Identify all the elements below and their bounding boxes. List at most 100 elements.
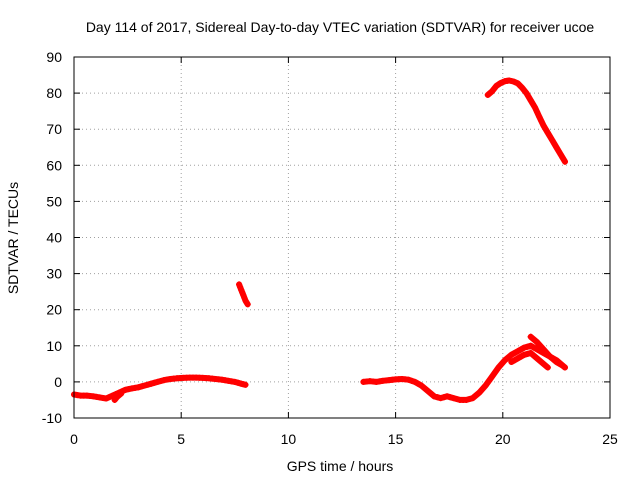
- data-point: [543, 350, 550, 357]
- x-tick-label: 20: [495, 431, 511, 447]
- y-tick-label: 80: [46, 85, 62, 101]
- data-point: [544, 364, 551, 371]
- x-tick-label: 5: [177, 431, 185, 447]
- data-point: [524, 343, 531, 350]
- data-series: [71, 77, 568, 403]
- data-point: [118, 390, 125, 397]
- chart-title: Day 114 of 2017, Sidereal Day-to-day VTE…: [86, 19, 595, 35]
- data-point: [408, 377, 415, 384]
- data-point: [437, 395, 444, 402]
- data-point: [235, 379, 242, 386]
- y-tick-label: 10: [46, 338, 62, 354]
- y-tick-label: 60: [46, 157, 62, 173]
- data-point: [231, 378, 238, 385]
- data-point: [530, 352, 537, 359]
- data-point: [534, 355, 541, 362]
- data-point: [492, 368, 499, 375]
- data-point: [530, 336, 537, 343]
- data-point: [546, 133, 553, 140]
- x-axis-label: GPS time / hours: [287, 458, 394, 474]
- data-point: [421, 385, 428, 392]
- data-point: [415, 380, 422, 387]
- data-point: [540, 346, 547, 353]
- data-point: [524, 350, 531, 357]
- data-point: [536, 113, 543, 120]
- data-point: [511, 357, 518, 364]
- data-point: [479, 386, 486, 393]
- data-point: [505, 354, 512, 361]
- data-point: [534, 346, 541, 353]
- data-point: [530, 344, 537, 351]
- data-point: [518, 353, 525, 360]
- data-point: [144, 381, 151, 388]
- data-point: [508, 359, 515, 366]
- data-point: [157, 377, 164, 384]
- data-point: [544, 129, 551, 136]
- data-point: [550, 356, 557, 363]
- data-point: [542, 126, 549, 133]
- data-point: [559, 155, 566, 162]
- data-point: [106, 394, 113, 401]
- data-point: [511, 350, 518, 357]
- data-point: [431, 393, 438, 400]
- data-point: [527, 342, 534, 349]
- data-point: [556, 360, 563, 367]
- data-point: [418, 382, 425, 389]
- data-point: [557, 151, 564, 158]
- data-point: [540, 122, 547, 129]
- y-tick-label: 30: [46, 266, 62, 282]
- data-point: [534, 339, 541, 346]
- data-point: [434, 394, 441, 401]
- data-point: [555, 147, 562, 154]
- data-point: [549, 137, 556, 144]
- data-point: [141, 382, 148, 389]
- data-point: [440, 394, 447, 401]
- data-point: [138, 383, 145, 390]
- data-point: [537, 342, 544, 349]
- x-tick-label: 25: [602, 431, 618, 447]
- data-point: [553, 144, 560, 151]
- data-point: [473, 392, 479, 399]
- data-point: [514, 355, 521, 362]
- data-point: [151, 379, 158, 386]
- y-tick-label: 0: [54, 374, 62, 390]
- data-point: [523, 90, 530, 97]
- y-tick-label: 70: [46, 121, 62, 137]
- data-point: [154, 378, 161, 385]
- data-point: [489, 373, 496, 380]
- data-point: [450, 395, 457, 402]
- data-point: [495, 364, 502, 371]
- data-point: [424, 387, 431, 394]
- data-point: [501, 357, 508, 364]
- y-tick-label: -10: [42, 410, 62, 426]
- y-tick-label: 90: [46, 49, 62, 65]
- data-point: [405, 376, 412, 383]
- data-point: [427, 390, 434, 397]
- data-point: [498, 360, 505, 367]
- data-point: [411, 378, 418, 385]
- data-point: [553, 359, 560, 366]
- data-point: [135, 384, 142, 391]
- data-point: [242, 381, 249, 388]
- data-point: [453, 396, 460, 403]
- grid-lines: [74, 57, 610, 418]
- data-point: [244, 301, 251, 308]
- data-point: [476, 389, 483, 396]
- data-point: [525, 93, 532, 100]
- axis-ticks: 0 5 10 15 20 25 -10 0 10 20 30 40 50 60 70 80 90: [42, 49, 618, 447]
- data-point: [529, 100, 536, 107]
- data-point: [527, 350, 534, 357]
- data-point: [538, 118, 545, 125]
- data-point: [447, 394, 454, 401]
- data-point: [551, 140, 558, 147]
- data-point: [534, 109, 541, 116]
- x-tick-label: 15: [388, 431, 404, 447]
- x-tick-label: 10: [281, 431, 297, 447]
- data-point: [521, 344, 528, 351]
- data-point: [546, 353, 553, 360]
- data-point: [531, 104, 538, 111]
- data-point: [482, 382, 489, 389]
- data-point: [469, 395, 476, 402]
- y-axis-label: SDTVAR / TECUs: [5, 182, 21, 294]
